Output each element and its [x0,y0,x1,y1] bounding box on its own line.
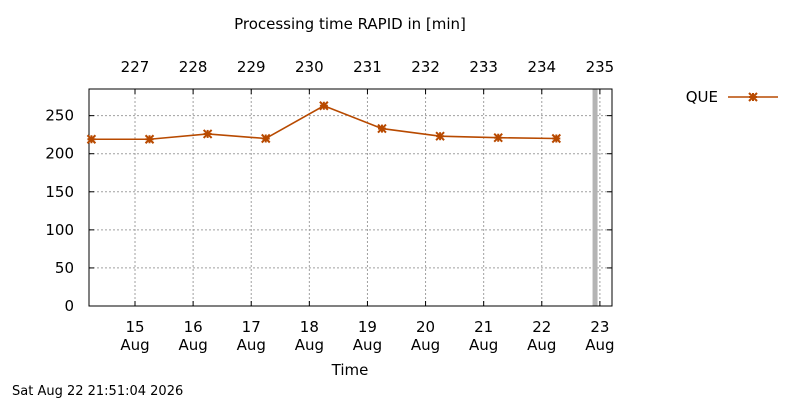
x-top-tick-label: 228 [179,58,208,76]
x-top-tick-label: 229 [237,58,266,76]
x-tick-label-month: Aug [411,336,440,354]
x-top-tick-label: 235 [586,58,615,76]
x-top-tick-label: 234 [527,58,556,76]
x-tick-label-month: Aug [469,336,498,354]
x-top-tick-label: 232 [411,58,440,76]
footer-timestamp: Sat Aug 22 21:51:04 2026 [12,384,183,399]
x-tick-label-month: Aug [178,336,207,354]
y-axis: 0 50 100 150 200 250 [45,107,74,315]
grid [89,89,612,306]
now-marker [592,89,598,306]
data-point [435,131,445,141]
x-tick-label-month: Aug [295,336,324,354]
x-tick-label-day: 16 [184,318,203,336]
series-layer [86,101,562,144]
x-tick-label-day: 19 [358,318,377,336]
legend: QUE [686,88,778,106]
data-point [493,133,503,143]
x-tick-label-month: Aug [237,336,266,354]
x-top-tick-label: 230 [295,58,324,76]
data-point [144,134,155,144]
x-tick-label-month: Aug [585,336,614,354]
x-tick-label-month: Aug [527,336,556,354]
x-axis-top: 227 228 229 230 231 232 233 234 235 [121,58,615,76]
y-tick-label: 50 [55,259,74,277]
y-tick-label: 150 [45,183,74,201]
legend-marker [748,92,758,102]
x-tick-label-day: 23 [590,318,609,336]
data-point [319,101,329,111]
y-tick-label: 200 [45,145,74,163]
data-point [202,129,213,139]
y-tick-label: 100 [45,221,74,239]
x-top-tick-label: 231 [353,58,382,76]
y-tick-label: 0 [64,297,74,315]
x-tick-label-day: 22 [532,318,551,336]
x-top-tick-label: 233 [469,58,498,76]
data-point [377,123,387,134]
x-tick-label-month: Aug [353,336,382,354]
x-tick-label-day: 17 [242,318,261,336]
data-point [551,133,562,144]
x-axis-bottom: 15Aug16Aug17Aug18Aug19Aug20Aug21Aug22Aug… [120,318,614,354]
x-tick-label-day: 21 [474,318,493,336]
x-tick-label-day: 18 [300,318,319,336]
x-tick-label-day: 20 [416,318,435,336]
chart-title: Processing time RAPID in [min] [234,15,466,33]
legend-label: QUE [686,88,718,106]
data-point [86,134,97,144]
series-line-que [91,104,557,141]
data-point [261,133,271,144]
x-tick-label-month: Aug [120,336,149,354]
x-axis-label: Time [331,361,369,379]
y-tick-label: 250 [45,107,74,125]
x-tick-label-day: 15 [125,318,144,336]
x-top-tick-label: 227 [121,58,150,76]
axis-ticks [89,89,612,307]
plot-frame [88,88,613,307]
